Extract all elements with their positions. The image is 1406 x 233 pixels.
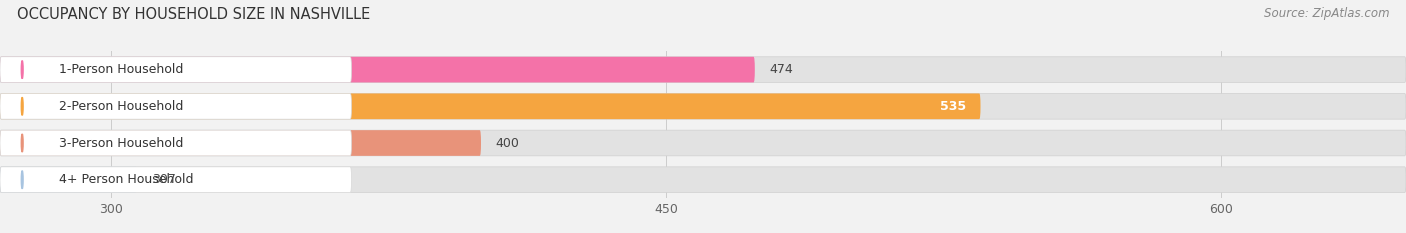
- FancyBboxPatch shape: [0, 167, 1406, 192]
- FancyBboxPatch shape: [0, 57, 1406, 82]
- FancyBboxPatch shape: [0, 167, 136, 192]
- Text: 1-Person Household: 1-Person Household: [59, 63, 184, 76]
- FancyBboxPatch shape: [0, 57, 755, 82]
- FancyBboxPatch shape: [0, 57, 352, 82]
- Circle shape: [21, 134, 22, 152]
- Text: Source: ZipAtlas.com: Source: ZipAtlas.com: [1264, 7, 1389, 20]
- Text: 474: 474: [769, 63, 793, 76]
- Circle shape: [21, 171, 22, 189]
- FancyBboxPatch shape: [0, 130, 481, 156]
- Text: OCCUPANCY BY HOUSEHOLD SIZE IN NASHVILLE: OCCUPANCY BY HOUSEHOLD SIZE IN NASHVILLE: [17, 7, 370, 22]
- Circle shape: [21, 97, 22, 115]
- Text: 3-Person Household: 3-Person Household: [59, 137, 184, 150]
- Text: 2-Person Household: 2-Person Household: [59, 100, 184, 113]
- Circle shape: [21, 61, 22, 79]
- FancyBboxPatch shape: [0, 130, 352, 156]
- Text: 307: 307: [152, 173, 176, 186]
- FancyBboxPatch shape: [0, 93, 352, 119]
- FancyBboxPatch shape: [0, 130, 1406, 156]
- FancyBboxPatch shape: [0, 167, 352, 192]
- Text: 4+ Person Household: 4+ Person Household: [59, 173, 194, 186]
- Text: 400: 400: [496, 137, 520, 150]
- Text: 535: 535: [939, 100, 966, 113]
- FancyBboxPatch shape: [0, 93, 1406, 119]
- FancyBboxPatch shape: [0, 93, 980, 119]
